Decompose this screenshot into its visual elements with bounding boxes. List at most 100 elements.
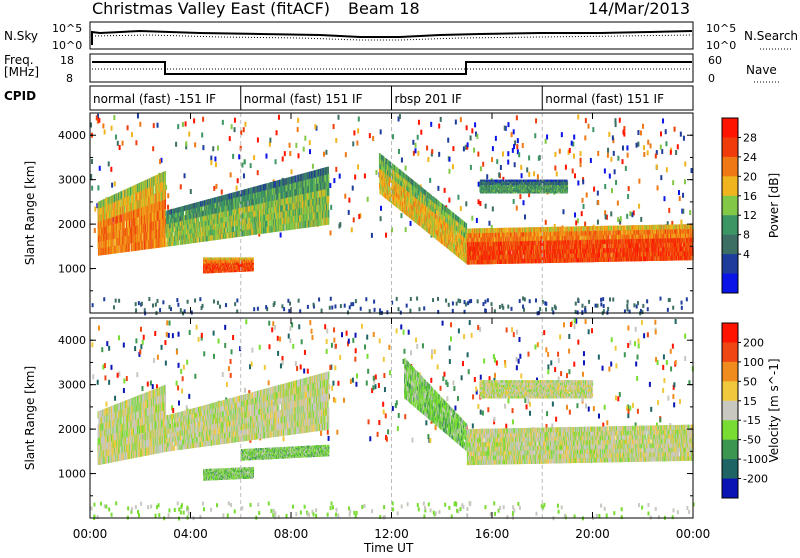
noise-cell bbox=[455, 120, 457, 125]
noise-cell bbox=[516, 144, 518, 149]
noise-cell bbox=[289, 143, 291, 148]
noise-cell bbox=[188, 132, 190, 137]
echo-cell bbox=[328, 188, 329, 196]
noise-cell bbox=[504, 126, 506, 131]
echo-cell bbox=[227, 227, 228, 233]
noise-cell bbox=[488, 221, 490, 226]
noise-cell bbox=[574, 212, 576, 217]
noise-cell bbox=[295, 143, 297, 148]
noise-cell bbox=[498, 172, 500, 177]
noise-cell bbox=[661, 149, 663, 154]
echo-cell bbox=[145, 223, 146, 232]
noise-cell bbox=[445, 299, 447, 303]
noise-cell bbox=[484, 300, 486, 304]
echo-cell bbox=[118, 245, 119, 253]
noise-cell bbox=[519, 299, 521, 303]
noise-cell bbox=[131, 132, 133, 137]
noise-cell bbox=[273, 303, 275, 307]
noise-cell bbox=[492, 146, 494, 151]
noise-cell bbox=[657, 185, 659, 190]
noise-cell bbox=[99, 166, 101, 171]
cpid-segment-label: normal (fast) -151 IF bbox=[93, 92, 216, 106]
noise-cell bbox=[457, 195, 459, 200]
noise-cell bbox=[410, 297, 412, 301]
noise-cell bbox=[338, 223, 340, 228]
echo-cell bbox=[124, 221, 125, 229]
noise-cell bbox=[681, 301, 683, 305]
noise-cell bbox=[592, 127, 594, 132]
echo-cell bbox=[226, 227, 227, 233]
noise-cell bbox=[438, 152, 440, 157]
noise-cell bbox=[604, 168, 606, 173]
echo-cell bbox=[165, 190, 166, 200]
noise-cell bbox=[584, 222, 586, 227]
echo-cell bbox=[151, 239, 152, 248]
noise-cell bbox=[354, 175, 356, 180]
noise-cell bbox=[117, 141, 119, 146]
noise-cell bbox=[135, 140, 137, 145]
noise-cell bbox=[655, 154, 657, 159]
noise-cell bbox=[167, 193, 169, 198]
noise-cell bbox=[238, 154, 240, 159]
noise-cell bbox=[552, 310, 554, 314]
noise-cell bbox=[111, 126, 113, 131]
noise-cell bbox=[148, 297, 150, 301]
noise-cell bbox=[244, 159, 246, 164]
echo-cell bbox=[165, 199, 166, 209]
noise-cell bbox=[584, 308, 586, 312]
noise-cell bbox=[523, 200, 525, 205]
echo-cell bbox=[225, 222, 226, 228]
noise-cell bbox=[420, 130, 422, 135]
noise-cell bbox=[586, 192, 588, 197]
noise-cell bbox=[289, 151, 291, 156]
noise-cell bbox=[427, 157, 429, 162]
noise-cell bbox=[689, 210, 691, 215]
noise-cell bbox=[626, 214, 628, 219]
noise-cell bbox=[628, 186, 630, 191]
noise-cell bbox=[608, 132, 610, 137]
noise-cell bbox=[597, 200, 599, 205]
noise-cell bbox=[234, 118, 236, 123]
noise-cell bbox=[546, 134, 548, 139]
noise-cell bbox=[507, 305, 509, 309]
noise-cell bbox=[491, 157, 493, 162]
echo-cell bbox=[153, 185, 154, 194]
noise-cell bbox=[666, 167, 668, 172]
noise-cell bbox=[605, 214, 607, 219]
noise-cell bbox=[448, 198, 450, 203]
noise-cell bbox=[565, 165, 567, 170]
noise-cell bbox=[155, 303, 157, 307]
noise-cell bbox=[459, 299, 461, 303]
noise-cell bbox=[348, 198, 350, 203]
noise-cell bbox=[325, 150, 327, 155]
noise-cell bbox=[638, 204, 640, 209]
noise-cell bbox=[432, 298, 434, 302]
noise-cell bbox=[430, 122, 432, 127]
echo-cell bbox=[175, 240, 176, 245]
noise-cell bbox=[522, 143, 524, 148]
echo-cell bbox=[113, 217, 114, 225]
noise-cell bbox=[304, 136, 306, 141]
noise-cell bbox=[597, 220, 599, 225]
noise-cell bbox=[514, 162, 516, 167]
noise-cell bbox=[684, 161, 686, 166]
noise-cell bbox=[392, 134, 394, 139]
noise-cell bbox=[448, 169, 450, 174]
noise-cell bbox=[513, 199, 515, 204]
nsearch-tick-bottom: 10^0 bbox=[706, 39, 736, 52]
noise-cell bbox=[444, 188, 446, 193]
noise-cell bbox=[437, 297, 439, 301]
noise-cell bbox=[194, 298, 196, 302]
noise-cell bbox=[474, 122, 476, 127]
noise-cell bbox=[275, 159, 277, 164]
noise-cell bbox=[199, 297, 201, 301]
noise-cell bbox=[236, 186, 238, 191]
noise-cell bbox=[467, 142, 469, 147]
noise-cell bbox=[580, 158, 582, 163]
echo-cell bbox=[198, 237, 199, 242]
noise-cell bbox=[582, 179, 584, 184]
noise-cell bbox=[507, 160, 509, 165]
noise-cell bbox=[535, 298, 537, 302]
echo-cell bbox=[129, 243, 130, 251]
echo-cell bbox=[244, 212, 245, 218]
